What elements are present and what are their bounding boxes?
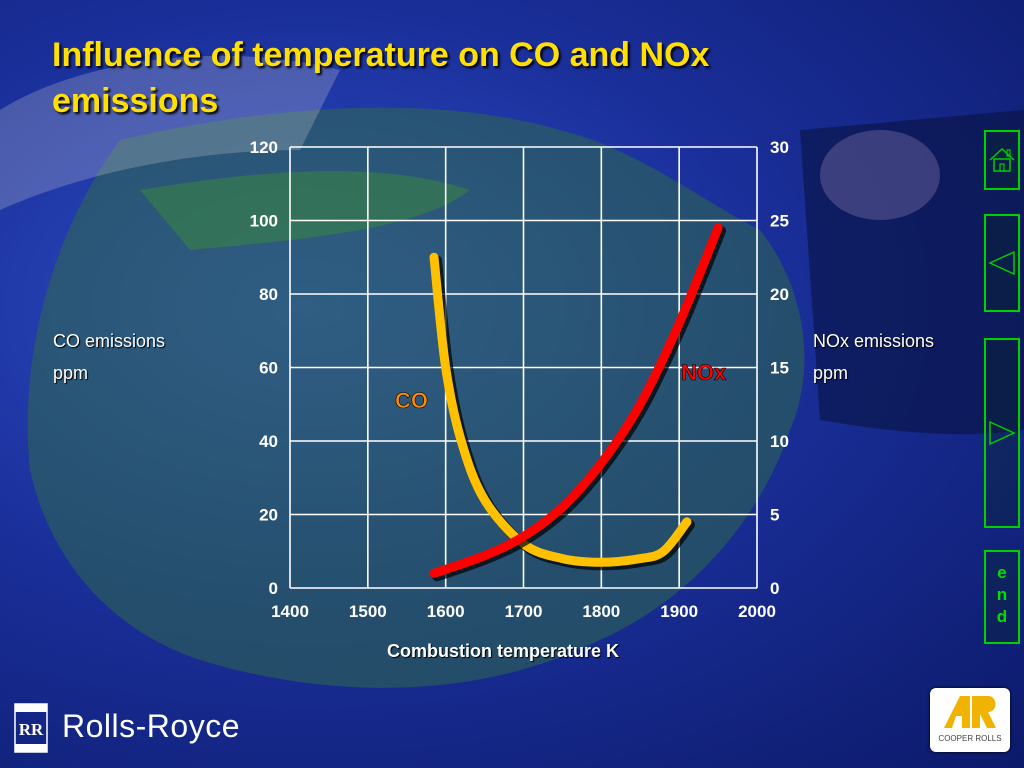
- forward-arrow-icon: [989, 420, 1016, 446]
- y-tick-label: 40: [259, 432, 278, 451]
- x-tick-label: 1400: [271, 602, 309, 621]
- home-button[interactable]: [984, 130, 1020, 190]
- end-letter-d: d: [996, 607, 1008, 626]
- cooper-rolls-emblem: [944, 696, 996, 728]
- y2-tick-label: 0: [770, 579, 779, 598]
- y-tick-label: 100: [250, 212, 278, 231]
- series-line-co: [429, 252, 692, 567]
- end-letter-n: n: [996, 585, 1008, 604]
- back-arrow-icon: [988, 250, 1015, 276]
- y-tick-label: 80: [259, 285, 278, 304]
- left-axis-label-line2: ppm: [53, 363, 89, 383]
- y2-tick-label: 25: [770, 212, 789, 231]
- y2-tick-label: 30: [770, 138, 789, 157]
- right-axis-label-line2: ppm: [813, 363, 849, 383]
- forward-button[interactable]: [984, 338, 1020, 528]
- series-label-co: CO: [395, 388, 428, 413]
- svg-text:RR: RR: [19, 720, 44, 739]
- y2-tick-label: 20: [770, 285, 789, 304]
- y2-tick-label: 5: [770, 506, 779, 525]
- series-shadow-co: [431, 255, 695, 571]
- x-tick-label: 1900: [660, 602, 698, 621]
- left-axis-label-line1: CO emissions: [53, 331, 166, 351]
- right-axis-label: NOx emissions ppm: [813, 325, 934, 389]
- y2-tick-label: 10: [770, 432, 789, 451]
- slide-title: Influence of temperature on CO and NOx e…: [52, 36, 710, 120]
- rolls-royce-wordmark: Rolls-Royce: [62, 708, 240, 744]
- x-tick-label: 1800: [582, 602, 620, 621]
- y-tick-label: 20: [259, 506, 278, 525]
- y-tick-label: 60: [259, 359, 278, 378]
- cooper-rolls-logo: COOPER ROLLS: [930, 688, 1010, 752]
- rolls-royce-badge-logo: RR: [14, 703, 48, 753]
- end-letter-e: e: [997, 563, 1007, 582]
- x-tick-label: 1500: [349, 602, 387, 621]
- back-button[interactable]: [984, 214, 1020, 312]
- y-tick-label: 0: [269, 579, 278, 598]
- cooper-rolls-text: COOPER ROLLS: [938, 734, 1002, 743]
- x-axis-title: Combustion temperature K: [386, 641, 620, 661]
- series-line-nox: [429, 223, 723, 578]
- x-tick-label: 1700: [505, 602, 543, 621]
- left-axis-label: CO emissions ppm: [53, 325, 165, 389]
- home-icon: [989, 147, 1015, 172]
- x-tick-label: 1600: [427, 602, 465, 621]
- x-tick-label: 2000: [738, 602, 776, 621]
- end-button[interactable]: e n d: [984, 550, 1020, 644]
- series-label-nox: NOx: [681, 360, 727, 385]
- y2-tick-label: 15: [770, 359, 789, 378]
- y-tick-label: 120: [250, 138, 278, 157]
- right-axis-label-line1: NOx emissions: [813, 331, 935, 351]
